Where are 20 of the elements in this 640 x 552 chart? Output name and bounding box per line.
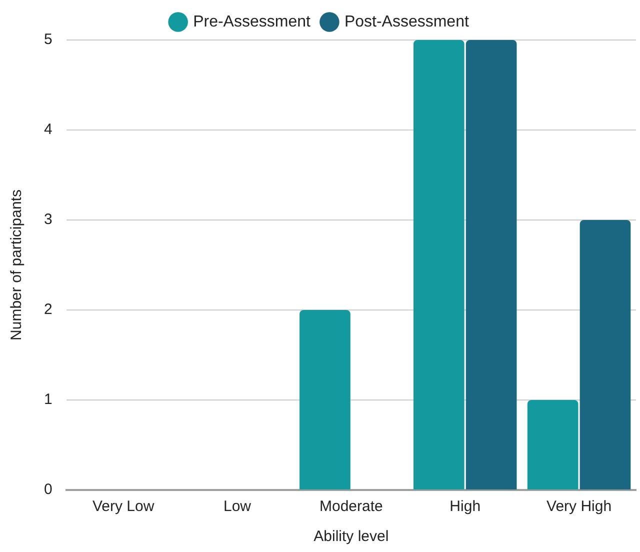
x-tick-label: Very High xyxy=(546,498,612,516)
bar xyxy=(527,400,578,490)
bar xyxy=(466,40,517,490)
x-tick-label: Moderate xyxy=(319,498,383,516)
bar xyxy=(580,220,631,490)
bar xyxy=(413,40,464,490)
x-axis-title: Ability level xyxy=(314,528,389,546)
y-tick-label: 5 xyxy=(44,31,52,48)
x-tick-label: High xyxy=(450,498,481,516)
legend-label: Pre-Assessment xyxy=(193,13,311,30)
y-tick-label: 4 xyxy=(44,121,52,138)
y-tick-label: 2 xyxy=(44,301,52,318)
x-tick-label: Very Low xyxy=(92,498,154,516)
y-tick-label: 3 xyxy=(44,211,52,228)
x-tick-label: Low xyxy=(223,498,252,516)
y-axis-title: Number of participants xyxy=(8,190,26,340)
y-tick-label: 0 xyxy=(44,481,52,498)
legend-label: Post-Assessment xyxy=(344,13,470,30)
y-tick-label: 1 xyxy=(44,391,52,408)
bar xyxy=(300,310,350,490)
